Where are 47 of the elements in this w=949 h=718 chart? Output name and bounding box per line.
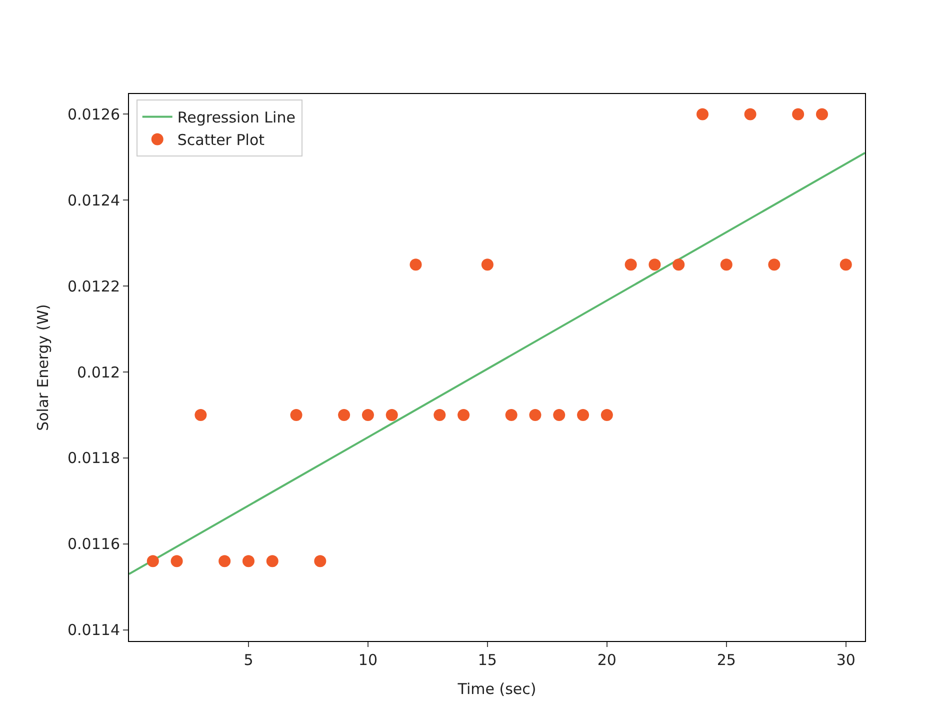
y-tick-label: 0.0126 (68, 105, 120, 124)
point (194, 408, 207, 421)
point (434, 408, 446, 421)
y-tick-label: 0.0118 (68, 449, 120, 468)
x-axis-title: Time (sec) (456, 680, 536, 698)
point (720, 258, 732, 271)
point (266, 555, 278, 568)
point (672, 258, 685, 271)
y-tick-label: 0.0116 (68, 535, 120, 554)
point (577, 408, 590, 421)
point (768, 258, 780, 271)
point (314, 555, 326, 568)
point (696, 108, 709, 120)
point (386, 408, 398, 421)
legend-label: Scatter Plot (177, 131, 265, 150)
point (624, 258, 637, 271)
point (146, 555, 159, 568)
point (505, 408, 518, 421)
y-axis-title: Solar Energy (W) (34, 304, 52, 431)
x-tick-label: 20 (597, 651, 616, 669)
point (744, 108, 756, 120)
point (600, 408, 613, 421)
y-tick-label: 0.0124 (68, 191, 120, 210)
point (458, 408, 470, 421)
y-tick-label: 0.012 (77, 363, 120, 382)
x-tick-label: 15 (478, 651, 497, 669)
x-tick-label: 5 (244, 651, 254, 669)
x-tick-label: 10 (358, 651, 378, 669)
point (170, 555, 183, 568)
point (529, 408, 542, 421)
legend-label: Regression Line (177, 108, 296, 127)
point (840, 258, 852, 271)
point (553, 408, 566, 421)
point (290, 408, 302, 421)
point (410, 258, 422, 271)
y-tick-label: 0.0122 (68, 277, 120, 296)
point (792, 108, 804, 120)
x-tick-label: 25 (716, 651, 736, 669)
point (242, 555, 254, 568)
point (816, 108, 828, 120)
point (338, 408, 350, 421)
point (218, 555, 231, 568)
x-tick-label: 30 (836, 651, 856, 669)
point (481, 258, 494, 271)
y-tick-label: 0.0114 (68, 621, 120, 640)
point (362, 408, 374, 421)
point (648, 258, 661, 271)
